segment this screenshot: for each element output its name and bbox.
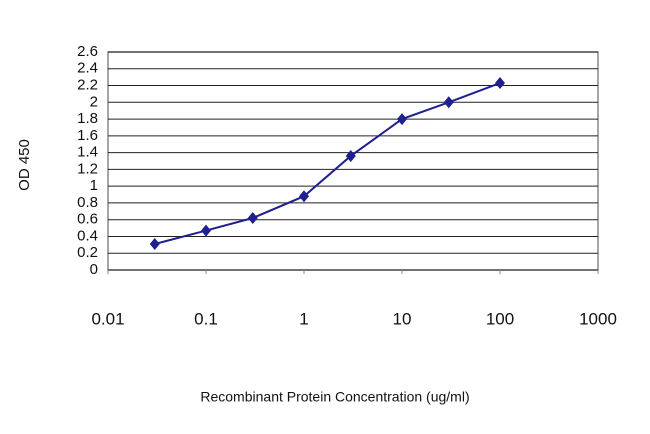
plot-area <box>107 51 599 271</box>
y-tick-label: 1.4 <box>77 144 98 161</box>
y-tick-label: 2.4 <box>77 60 98 77</box>
y-tick-label: 1.8 <box>77 110 98 127</box>
marker <box>149 238 160 251</box>
x-tick-label: 1 <box>299 309 308 328</box>
y-tick-label: 0 <box>90 261 98 278</box>
y-tick-label: 0.8 <box>77 194 98 211</box>
y-tick-label: 1.6 <box>77 127 98 144</box>
y-axis-title: OD 450 <box>16 139 33 191</box>
marker <box>247 212 258 225</box>
y-tick-label: 2 <box>90 93 98 110</box>
x-tick-label: 10 <box>393 309 412 328</box>
x-tick-label: 100 <box>486 309 514 328</box>
x-tick-label: 0.01 <box>91 309 124 328</box>
marker <box>495 77 505 90</box>
marker <box>397 113 407 126</box>
marker <box>201 224 211 237</box>
y-tick-label: 0.4 <box>77 227 98 244</box>
y-tick-label: 0.6 <box>77 211 98 228</box>
x-tick-label: 1000 <box>579 309 617 328</box>
series-line <box>154 82 501 245</box>
y-tick-label: 1.2 <box>77 160 98 177</box>
y-tick-label: 0.2 <box>77 244 98 261</box>
x-tick-label: 0.1 <box>194 309 218 328</box>
marker <box>299 190 309 203</box>
y-tick-label: 2.2 <box>77 77 98 94</box>
y-tick-label: 1 <box>90 177 98 194</box>
x-axis-title: Recombinant Protein Concentration (ug/ml… <box>200 389 469 405</box>
marker <box>345 149 356 162</box>
marker <box>443 96 454 109</box>
y-tick-label: 2.6 <box>77 43 98 60</box>
